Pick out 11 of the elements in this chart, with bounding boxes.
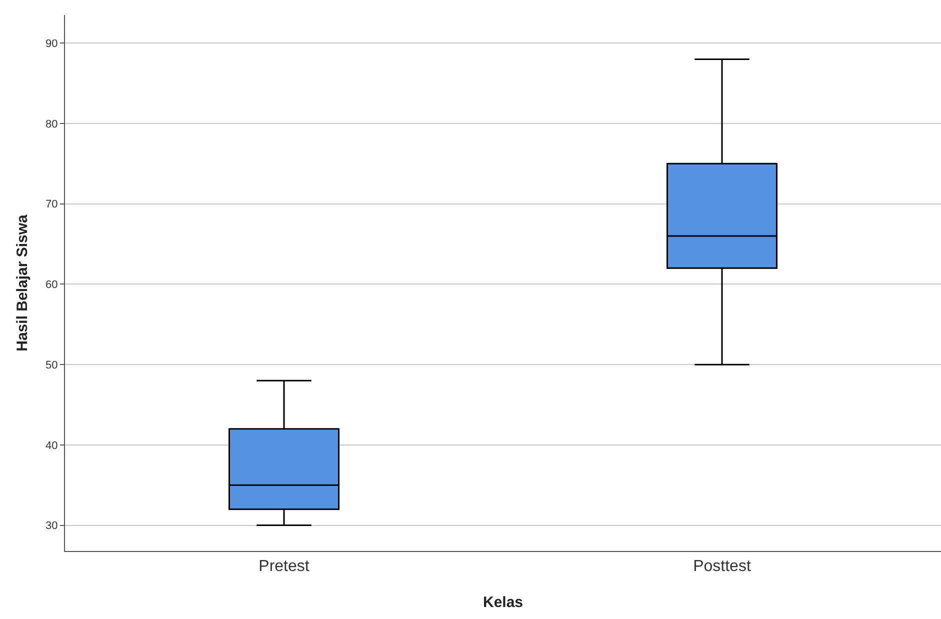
x-tick-label: Posttest (693, 558, 752, 576)
x-tick-label: Pretest (258, 558, 310, 576)
y-tick-label: 60 (46, 279, 58, 292)
y-tick-label: 80 (46, 118, 58, 130)
y-axis-title: Hasil Belajar Siswa (14, 214, 31, 352)
y-tick-label: 90 (46, 38, 58, 50)
y-tick-label: 30 (46, 520, 58, 532)
x-axis-title: Kelas (482, 594, 524, 612)
y-tick-label: 70 (46, 198, 58, 211)
y-tick-label: 40 (46, 440, 58, 452)
y-tick-label: 50 (46, 359, 58, 372)
